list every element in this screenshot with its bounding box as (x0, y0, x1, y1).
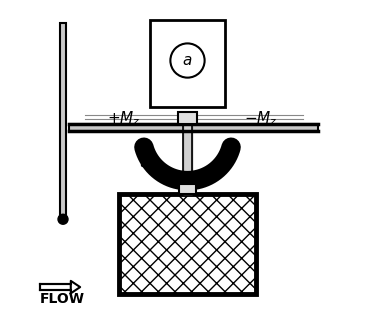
Bar (183, 124, 192, 194)
Bar (178, 112, 197, 124)
Circle shape (170, 43, 205, 78)
Text: $-M_z$: $-M_z$ (244, 110, 278, 128)
Text: FLOW: FLOW (40, 292, 85, 306)
Polygon shape (71, 281, 80, 293)
Bar (40, 284, 71, 290)
Bar (150, 20, 225, 107)
Bar (179, 184, 196, 194)
Bar (60, 23, 66, 219)
Circle shape (58, 214, 68, 224)
Bar (119, 194, 256, 294)
Bar (69, 124, 318, 131)
Text: a: a (183, 53, 192, 68)
Text: $+M_z$: $+M_z$ (107, 110, 141, 128)
